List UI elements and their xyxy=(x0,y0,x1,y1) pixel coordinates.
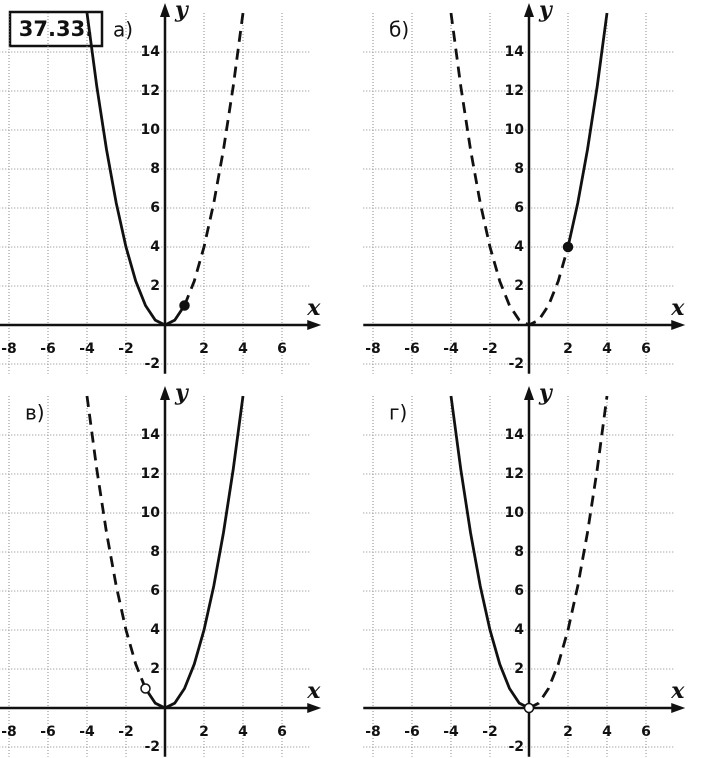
curve xyxy=(183,12,245,307)
curve xyxy=(144,395,245,710)
y-tick-label: 6 xyxy=(150,583,160,599)
panel-label: а) xyxy=(113,18,133,42)
y-arrow xyxy=(160,3,170,17)
x-tick-label: -6 xyxy=(404,341,420,357)
y-tick-label: 10 xyxy=(141,505,161,521)
y-tick-label: 14 xyxy=(505,427,525,443)
panel-label: в) xyxy=(25,401,45,425)
y-tick-label: 12 xyxy=(141,466,160,482)
y-arrow xyxy=(524,386,534,400)
y-tick-label: 8 xyxy=(150,544,160,560)
y-tick-label: 8 xyxy=(514,161,524,177)
x-tick-label: -2 xyxy=(482,341,498,357)
x-tick-label: -4 xyxy=(443,341,459,357)
y-axis-label: y xyxy=(538,380,554,406)
x-tick-label: 2 xyxy=(199,724,209,740)
panel: x y б) -8 -6 -4 -2 2 4 6 -2 2 4 6 8 10 12 14 xyxy=(363,0,686,374)
x-tick-label: -8 xyxy=(1,724,17,740)
x-arrow xyxy=(307,703,322,713)
x-axis-label: x xyxy=(670,295,685,321)
curve xyxy=(85,395,147,690)
x-tick-label: -2 xyxy=(118,341,134,357)
y-tick-label: 2 xyxy=(514,278,524,294)
y-tick-label: 10 xyxy=(141,122,161,138)
x-tick-label: 2 xyxy=(563,341,573,357)
y-tick-label: -2 xyxy=(144,356,160,372)
curve xyxy=(85,12,186,327)
y-tick-label: 2 xyxy=(514,661,524,677)
x-tick-label: -4 xyxy=(79,724,95,740)
x-tick-label: 6 xyxy=(641,724,651,740)
y-tick-label: 4 xyxy=(514,239,524,255)
x-tick-label: -4 xyxy=(443,724,459,740)
y-arrow xyxy=(160,386,170,400)
x-tick-label: 4 xyxy=(238,724,248,740)
x-arrow xyxy=(671,320,686,330)
x-tick-label: 6 xyxy=(641,341,651,357)
y-tick-label: 6 xyxy=(150,200,160,216)
panel: x y в) -8 -6 -4 -2 2 4 6 -2 2 4 6 8 10 12 14 xyxy=(0,380,322,757)
x-tick-label: 4 xyxy=(602,724,612,740)
y-axis-label: y xyxy=(538,0,554,23)
x-tick-label: 6 xyxy=(277,341,287,357)
y-tick-label: 4 xyxy=(514,622,524,638)
header-box xyxy=(8,10,104,48)
x-arrow xyxy=(671,703,686,713)
y-tick-label: 14 xyxy=(505,44,525,60)
point xyxy=(523,702,535,714)
y-tick-label: 2 xyxy=(150,661,160,677)
x-tick-label: -8 xyxy=(365,724,381,740)
y-tick-label: 10 xyxy=(505,505,525,521)
panel: x y а) -8 -6 -4 -2 2 4 6 -2 2 4 6 8 10 12 14 xyxy=(0,0,322,374)
y-tick-label: 2 xyxy=(150,278,160,294)
y-tick-label: 12 xyxy=(505,466,524,482)
x-axis-label: x xyxy=(306,295,321,321)
curve xyxy=(449,395,530,710)
curve xyxy=(528,395,609,710)
x-tick-label: 2 xyxy=(563,724,573,740)
y-tick-label: 6 xyxy=(514,200,524,216)
y-tick-label: 14 xyxy=(141,427,161,443)
y-tick-label: 12 xyxy=(141,83,160,99)
y-tick-label: 12 xyxy=(505,83,524,99)
x-tick-label: -8 xyxy=(1,341,17,357)
x-tick-label: 4 xyxy=(602,341,612,357)
point xyxy=(179,300,190,311)
panel-label: г) xyxy=(389,401,407,425)
x-tick-label: -8 xyxy=(365,341,381,357)
y-tick-label: 8 xyxy=(514,544,524,560)
x-axis-label: x xyxy=(670,678,685,704)
x-tick-label: 4 xyxy=(238,341,248,357)
curve xyxy=(566,12,609,248)
panel: x y г) -8 -6 -4 -2 2 4 6 -2 2 4 6 8 10 12 14 xyxy=(363,380,686,757)
x-tick-label: -4 xyxy=(79,341,95,357)
y-tick-label: 8 xyxy=(150,161,160,177)
y-axis-label: y xyxy=(174,380,190,406)
panel-label: б) xyxy=(389,18,409,42)
y-arrow xyxy=(524,3,534,17)
x-tick-label: -6 xyxy=(40,724,56,740)
y-tick-label: 4 xyxy=(150,622,160,638)
y-tick-label: 14 xyxy=(141,44,161,60)
y-tick-label: -2 xyxy=(144,739,160,755)
y-axis-label: y xyxy=(174,0,190,23)
x-tick-label: 6 xyxy=(277,724,287,740)
x-tick-label: -6 xyxy=(404,724,420,740)
y-tick-label: -2 xyxy=(508,739,524,755)
y-tick-label: -2 xyxy=(508,356,524,372)
y-tick-label: 10 xyxy=(505,122,525,138)
y-tick-label: 4 xyxy=(150,239,160,255)
x-arrow xyxy=(307,320,322,330)
point xyxy=(140,683,151,694)
x-tick-label: 2 xyxy=(199,341,209,357)
x-tick-label: -2 xyxy=(118,724,134,740)
header: 37.33. xyxy=(19,17,93,41)
point xyxy=(562,241,574,253)
y-tick-label: 6 xyxy=(514,583,524,599)
x-tick-label: -6 xyxy=(40,341,56,357)
x-tick-label: -2 xyxy=(482,724,498,740)
x-axis-label: x xyxy=(306,678,321,704)
